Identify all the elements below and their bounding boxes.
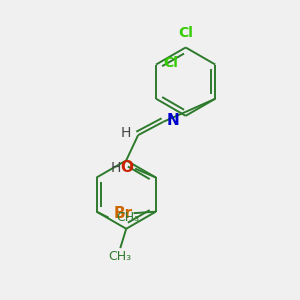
Text: Cl: Cl: [178, 26, 193, 40]
Text: CH₃: CH₃: [116, 211, 139, 224]
Text: Cl: Cl: [164, 56, 178, 70]
Text: O: O: [121, 160, 134, 175]
Text: N: N: [166, 113, 179, 128]
Text: H: H: [120, 126, 131, 140]
Text: H: H: [110, 161, 121, 175]
Text: Br: Br: [113, 206, 133, 221]
Text: CH₃: CH₃: [109, 250, 132, 263]
